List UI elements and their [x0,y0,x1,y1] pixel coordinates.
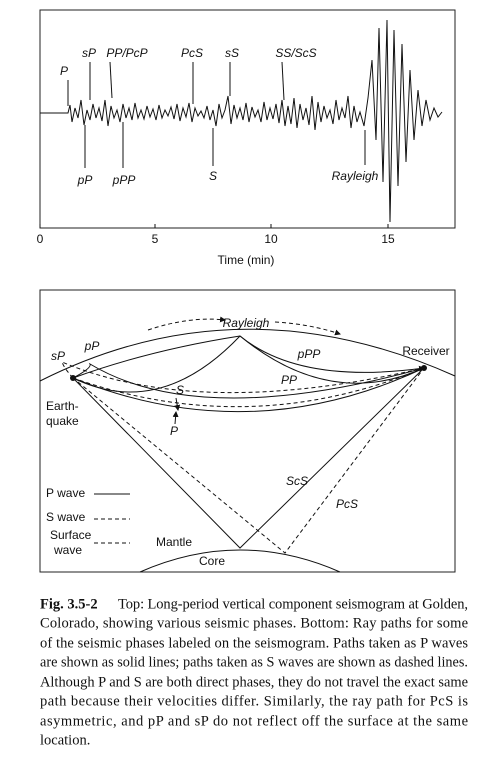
caption-line: path because their velocities differ. Si… [40,693,468,709]
legend-label: P wave [46,486,85,500]
caption-line: asymmetric, and pP and sP do not reflect… [40,713,468,729]
x-tick-label: 15 [381,232,395,246]
diagram-label: Receiver [402,344,449,358]
diagram-label: Mantle [156,535,192,549]
legend-label: Surface [50,528,92,542]
caption-line: of the seismic phases labeled on the sei… [40,635,468,651]
seismogram-trace [40,19,443,223]
diagram-label: pPP [297,347,321,361]
core-boundary [139,549,341,573]
caption-line: Colorado, showing various seismic phases… [40,615,468,631]
x-tick-label: 10 [264,232,278,246]
phase-label: Rayleigh [332,169,379,183]
caption-line: Top: Long-period vertical component seis… [118,596,468,612]
phase-label: pPP [112,173,136,187]
earthquake-label: quake [46,414,79,428]
x-tick-label: 0 [37,232,44,246]
phase-label: sP [82,46,96,60]
phase-label: SS/ScS [275,46,316,60]
legend-label: wave [53,543,82,557]
diagram-label: sP [51,349,65,363]
caption-line: location. [40,732,90,748]
diagram-label: PP [281,373,297,387]
diagram-label: Rayleigh [223,316,270,330]
x-axis-title: Time (min) [218,253,275,267]
phase-label: PcS [181,46,203,60]
seismogram-frame [39,9,456,229]
diagram-label: PcS [336,497,358,511]
diagram-label: P [170,424,178,438]
diagram-frame [39,289,456,573]
diagram-label: S [176,383,184,397]
caption-line: Although P and S are both direct phases,… [40,674,468,690]
phase-label: pP [77,173,93,187]
legend-label: S wave [46,510,86,524]
earthquake-label: Earth- [46,399,79,413]
phase-label: sS [225,46,239,60]
phase-label: P [60,64,68,78]
ray-paths [61,316,427,554]
diagram-label: pP [84,339,100,353]
phase-label: PP/PcP [106,46,147,60]
phase-ticks [67,61,366,168]
diagram-label: Core [199,554,225,568]
caption-line: are shown as solid lines; paths taken as… [40,654,468,670]
caption-label: Fig. 3.5-2 [40,596,98,612]
axis-ticks [39,224,389,228]
earth-surface [39,328,456,382]
diagram-label: ScS [286,474,308,488]
phase-label: S [209,169,217,183]
x-tick-label: 5 [152,232,159,246]
